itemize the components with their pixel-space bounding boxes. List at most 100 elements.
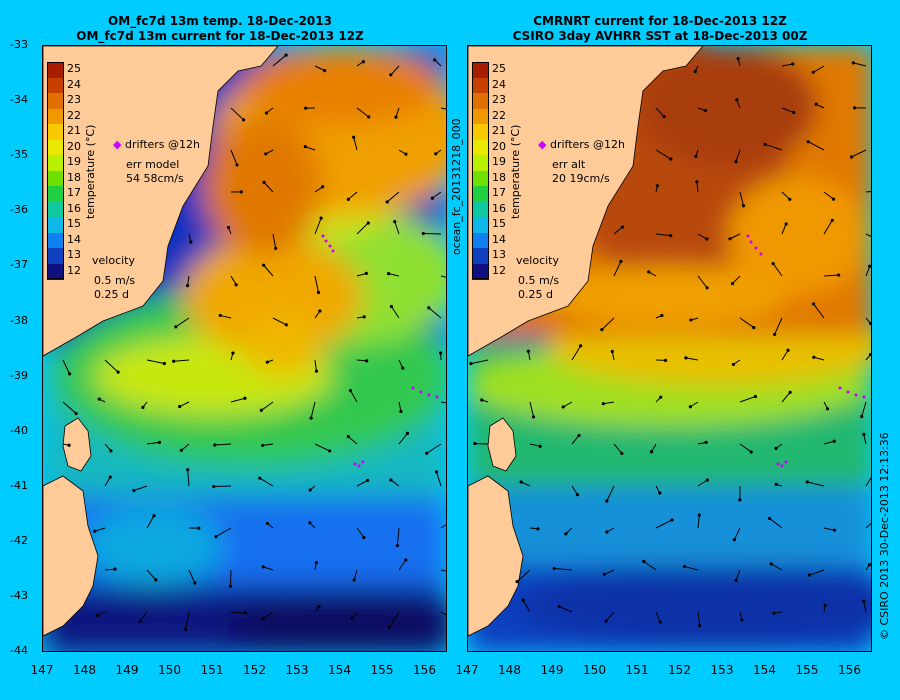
current-vector-head [698,624,702,628]
current-vector-head [438,351,443,355]
current-vector-head [366,221,370,225]
current-vector [851,149,867,158]
latitude-tick: -44 [10,644,28,658]
current-vector-head [658,620,662,624]
current-vector-head [261,443,265,448]
current-vector [215,527,232,538]
left-title-line1: OM_fc7d 13m temp. 18-Dec-2013 [108,14,332,28]
current-vector-head [732,538,736,542]
current-vector [813,303,825,319]
current-vector [175,317,190,328]
colorbar-tick-label: 23 [492,93,506,106]
current-vector-head [831,197,836,201]
current-vector [356,272,367,277]
current-vector-head [772,611,776,615]
current-vector [314,359,317,372]
current-vector-head [213,443,217,447]
colorbar-tick-label: 12 [67,263,81,277]
left-current-vectors [62,53,446,632]
colorbar-swatch [472,124,489,140]
current-vector-head [811,302,816,306]
current-vector [823,220,833,235]
current-vector-head [264,111,269,115]
colorbar-tick-label: 24 [492,77,506,91]
current-vector [386,191,400,203]
latitude-tick: -34 [10,93,28,107]
current-vector-head [157,440,162,444]
current-vector-head [308,521,312,525]
colorbar-swatch [47,108,64,125]
current-vector-head [704,440,708,445]
current-vector-head [860,414,864,419]
current-vector [314,217,322,235]
current-vector [735,569,741,581]
current-vector-head [425,451,429,455]
longitude-tick: 152 [243,663,266,677]
flinders-island [487,417,517,472]
current-vector [314,65,325,72]
current-vector-head [771,261,775,266]
current-vector [697,514,700,529]
current-vector [214,443,232,446]
current-vector [353,569,358,581]
current-vector [185,611,190,630]
current-vector-head [239,190,243,194]
current-vector [104,359,119,373]
current-vector [220,314,232,319]
colorbar-swatch [47,248,64,264]
current-vector-head [784,222,788,226]
current-vector [522,599,531,613]
current-vector [697,275,708,289]
colorbar-tick-label: 19 [492,155,506,168]
current-vector [813,356,825,361]
current-vector-head [647,270,651,274]
current-vector-head [228,584,233,588]
colorbar-tick-label: 15 [492,217,506,230]
current-vector-head [235,163,239,167]
colorbar-swatch [472,155,489,171]
right-map-panel [467,45,872,652]
current-vector-head [93,529,97,533]
current-vector [781,350,789,361]
current-vector [865,191,871,193]
current-vector [684,566,699,571]
current-vector-head [695,180,699,184]
current-vector-head [669,233,673,238]
current-vector [470,359,489,365]
current-vector [62,401,77,414]
longitude-tick: 150 [583,663,606,677]
right-drifter-legend: ◆ drifters @12h [538,138,625,151]
current-vector [179,401,190,407]
current-vector [809,569,825,576]
current-vector [272,54,287,67]
current-vector [729,233,741,240]
colorbar-swatch [47,62,64,78]
current-vector-head [659,395,663,399]
current-vector-head [749,450,753,454]
current-vector-head [579,344,583,348]
current-vector-head [526,349,530,353]
current-vector-head [620,225,625,229]
current-vector-head [807,573,812,577]
colorbar-frame [47,62,64,279]
current-vector-head [670,518,674,522]
current-vector-head [791,62,795,66]
left-drifter-legend-label: drifters @12h [124,138,201,151]
tasmania [43,475,99,637]
current-vector [398,401,402,412]
latitude-tick: -35 [10,148,28,162]
current-vector [133,485,148,491]
colorbar-tick-label: 22 [492,108,506,122]
current-vector-head [605,530,609,534]
current-vector [732,275,741,284]
right-velocity-label: velocity [516,254,559,267]
current-vector [423,232,442,235]
current-vector-head [731,362,736,367]
current-vector-head [531,415,536,419]
current-vector [263,566,274,571]
current-vector-head [741,204,746,208]
current-vector-head [538,444,542,448]
current-vector-head [361,60,365,64]
current-vector-head [231,351,235,355]
colorbar-tick-label: 18 [67,170,81,184]
